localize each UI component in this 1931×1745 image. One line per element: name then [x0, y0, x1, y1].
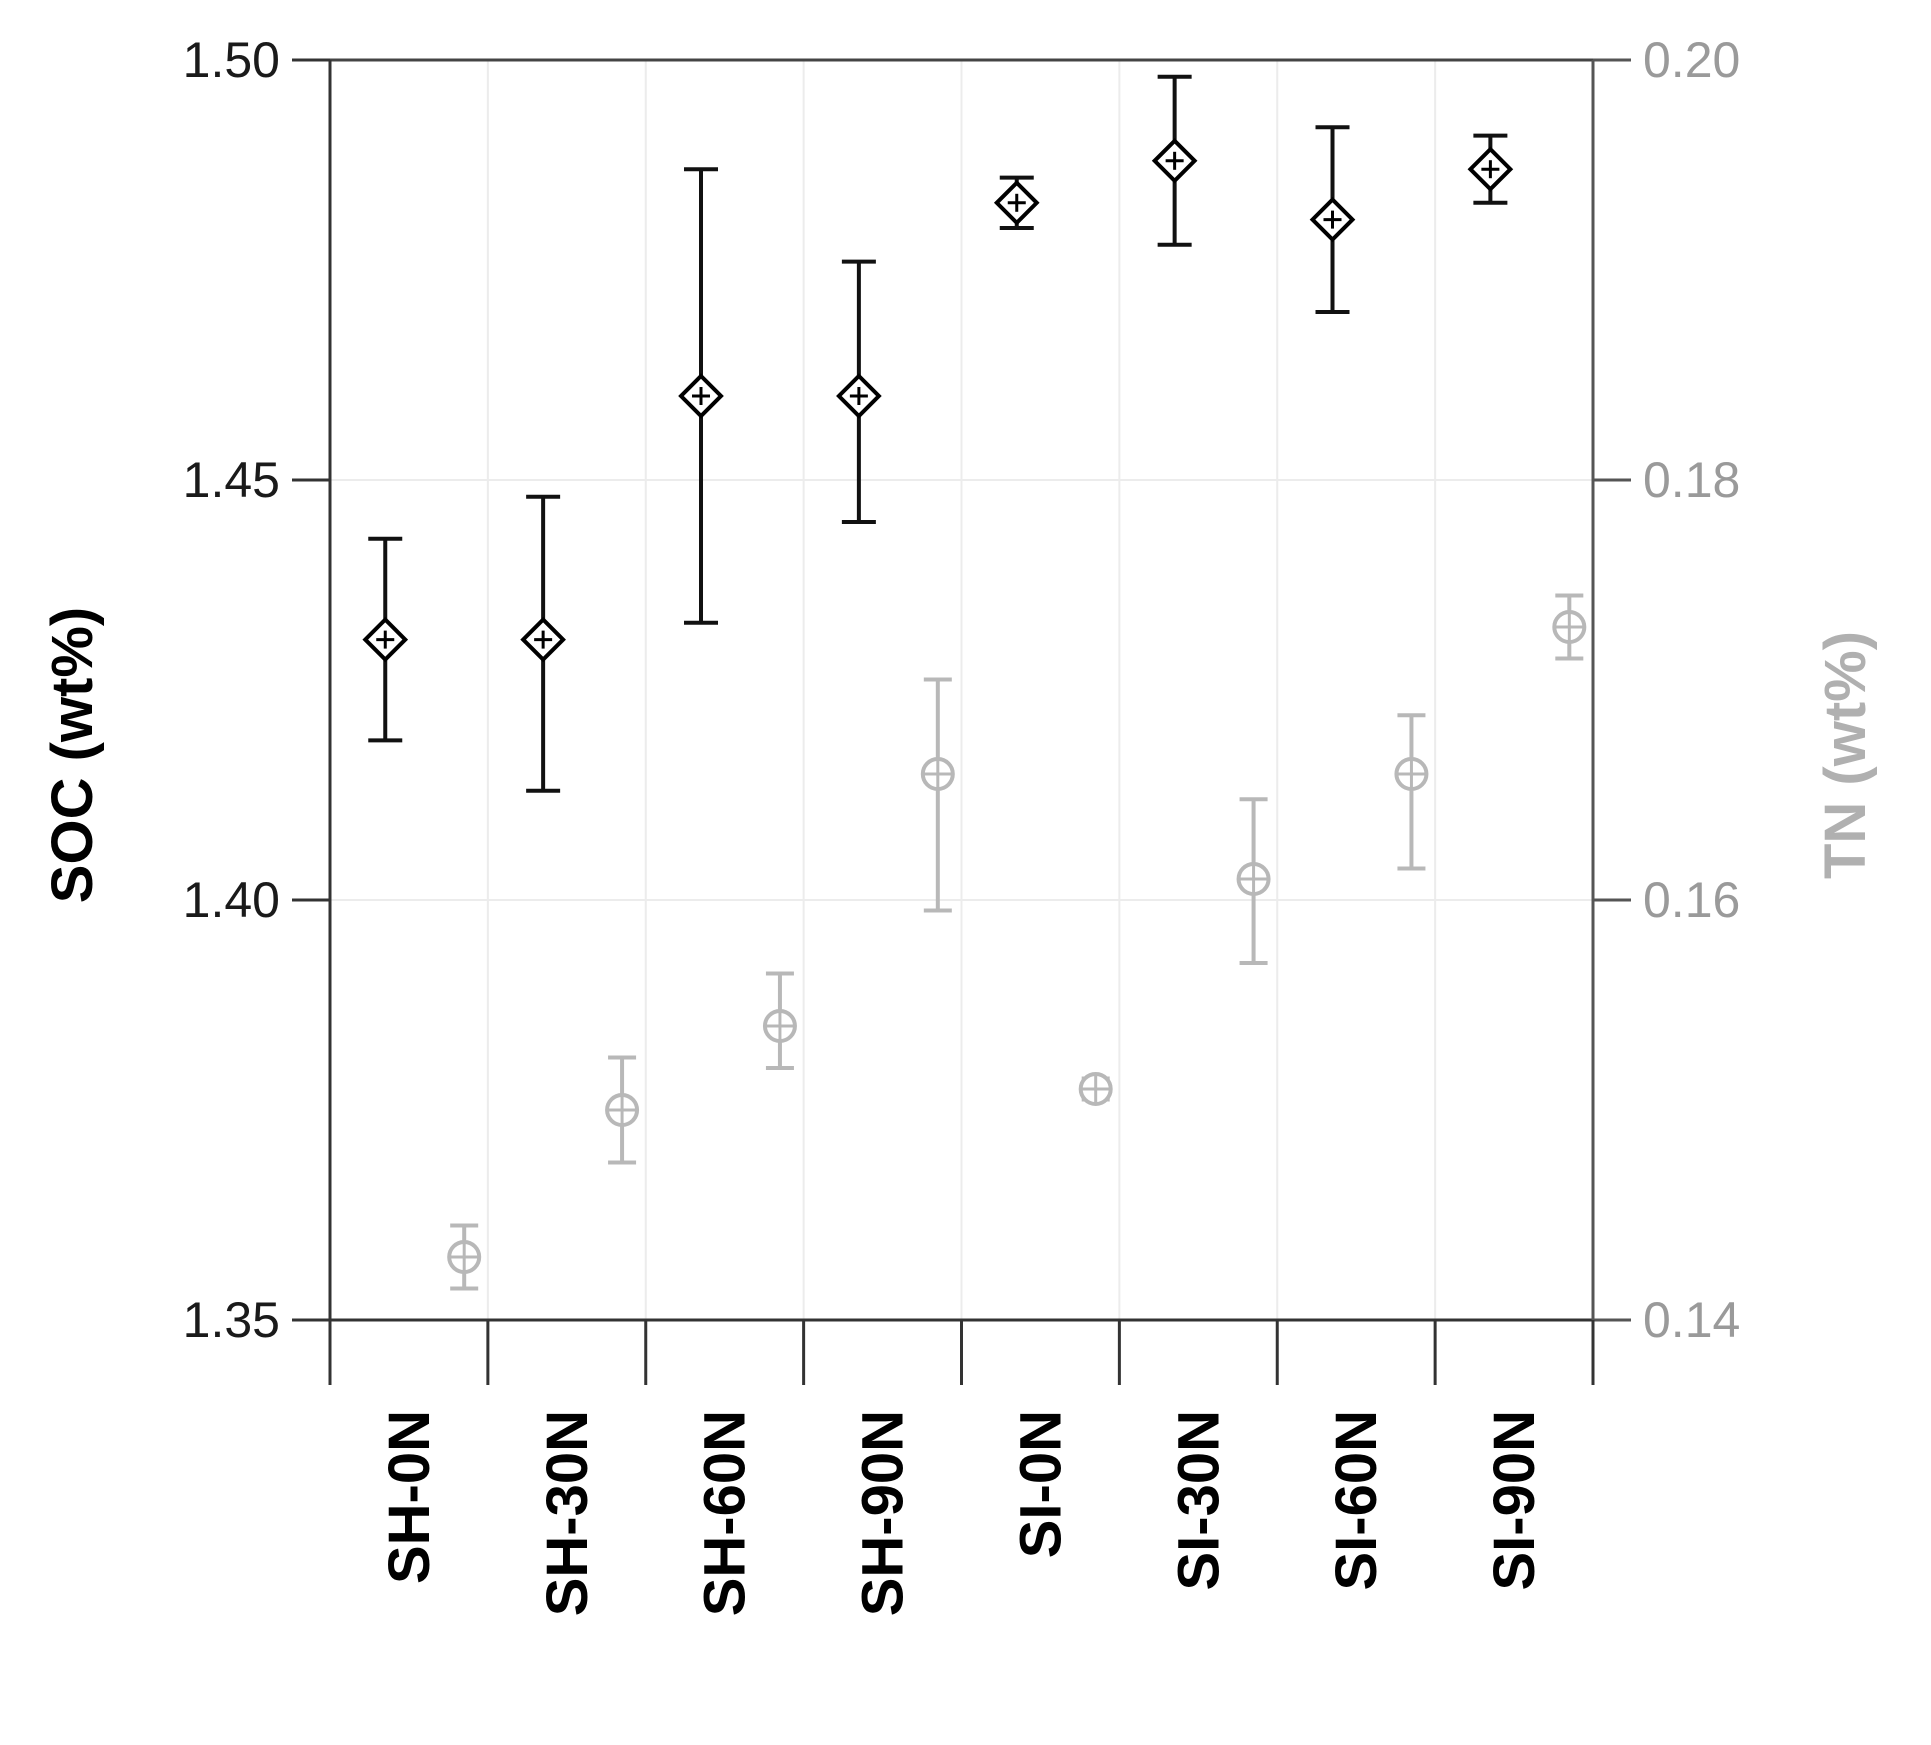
left-tick-label: 1.45 — [183, 452, 280, 508]
right-axis-title: TN (wt%) — [1813, 631, 1878, 879]
category-label: SI-30N — [1166, 1410, 1231, 1591]
category-label: SH-30N — [535, 1410, 600, 1616]
right-tick-label: 0.16 — [1643, 872, 1740, 928]
category-label: SI-0N — [1008, 1410, 1073, 1558]
left-axis-title: SOC (wt%) — [40, 607, 105, 903]
right-tick-label: 0.14 — [1643, 1292, 1740, 1348]
category-label: SH-60N — [693, 1410, 758, 1616]
category-label: SH-0N — [377, 1410, 442, 1584]
category-label: SI-90N — [1482, 1410, 1547, 1591]
right-tick-label: 0.20 — [1643, 32, 1740, 88]
left-tick-label: 1.35 — [183, 1292, 280, 1348]
tn-series — [447, 593, 1587, 1291]
tick-labels: 1.35 1.40 1.45 1.50 0.14 0.16 0.18 0.20 SH-0N SH-… — [183, 32, 1741, 1616]
soc-series — [362, 74, 1514, 793]
left-tick-label: 1.50 — [183, 32, 280, 88]
right-tick-label: 0.18 — [1643, 452, 1740, 508]
left-tick-label: 1.40 — [183, 872, 280, 928]
category-label: SI-60N — [1324, 1410, 1389, 1591]
gridlines — [330, 59, 1593, 1321]
category-label: SH-90N — [851, 1410, 916, 1616]
axes — [292, 58, 1631, 1385]
